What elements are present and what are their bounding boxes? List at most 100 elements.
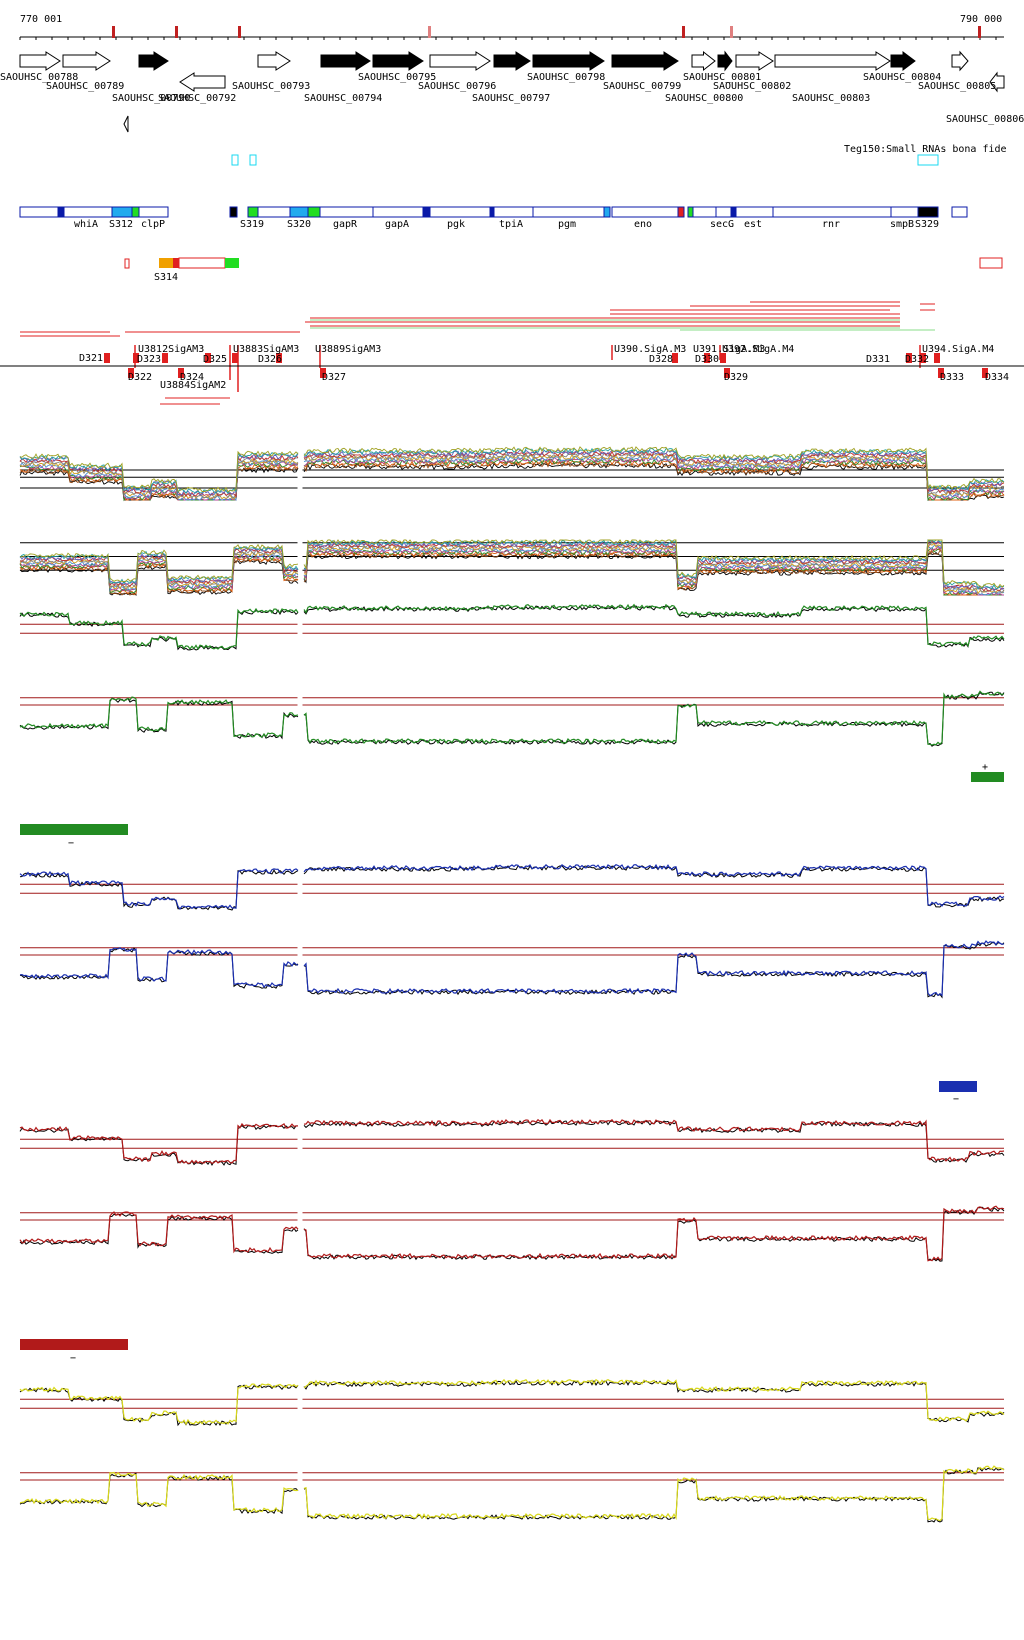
expression-panel — [19, 1360, 1005, 1430]
expression-panel — [19, 1200, 1005, 1270]
tss-marker — [104, 353, 110, 363]
gene-arrow-plus — [774, 51, 891, 71]
tss-label-D321: D321 — [79, 353, 103, 364]
operon-box — [489, 206, 495, 218]
gene-arrow-minus — [179, 72, 226, 92]
condition-series-line — [19, 539, 1005, 591]
tss-marker — [320, 368, 326, 378]
operon-label-pgm: pgm — [558, 219, 576, 230]
gene-label-00805: SAOUHSC_00805 — [918, 81, 996, 92]
tss-label-D323: D323 — [137, 354, 161, 365]
tss-label-U390: U390.SigA.M3 — [614, 344, 686, 355]
gene-label-00800: SAOUHSC_00800 — [665, 93, 743, 104]
operon-label-gapA: gapA — [385, 219, 409, 230]
operon-box — [917, 206, 939, 218]
expression-tracks — [19, 435, 1005, 1530]
minus-sign-green: − — [68, 838, 74, 849]
operon-label-gapR: gapR — [333, 219, 358, 230]
gene-label-00790: SAOUHSC_00790 — [112, 93, 190, 104]
expression-panel — [19, 1460, 1005, 1530]
operon-box — [532, 206, 605, 218]
gene-label-00806: SAOUHSC_00806 — [946, 114, 1024, 125]
tss-label-D334: D334 — [985, 372, 1009, 383]
operon-label-rnr: rnr — [822, 219, 840, 230]
operon-box — [247, 206, 259, 218]
gene-arrow-plus — [372, 51, 424, 71]
operon-box — [687, 206, 694, 218]
operon-label-S312: S312 — [109, 219, 133, 230]
tss-label-D327: D327 — [322, 372, 346, 383]
gene-arrow-plus — [611, 51, 679, 71]
tss-label-D326: D326 — [258, 354, 282, 365]
condition-series-line — [19, 1378, 1005, 1426]
gene-label-00796: SAOUHSC_00796 — [418, 81, 496, 92]
gene-arrow-minus — [989, 71, 1005, 93]
tss-label-U394: U394.SigA.M4 — [922, 344, 994, 355]
reference-series-line — [19, 865, 1005, 911]
gene-arrow-plus — [320, 51, 371, 71]
expression-panel — [19, 845, 1005, 915]
operon-box — [772, 206, 892, 218]
operon-label-pgk: pgk — [447, 219, 465, 230]
operon-box — [319, 206, 374, 218]
operon-box — [131, 206, 140, 218]
gene-label-00795: SAOUHSC_00795 — [358, 72, 436, 83]
gene-arrow-plus — [429, 51, 491, 71]
condition-series-line — [19, 863, 1005, 911]
gene-label-00793: SAOUHSC_00793 — [232, 81, 310, 92]
operon-box — [422, 206, 431, 218]
tss-label-D322: D322 — [128, 372, 152, 383]
ruler-feature-mark — [428, 26, 431, 38]
tss-marker — [133, 353, 139, 363]
ruler-feature-mark — [978, 26, 981, 38]
condition-series-line — [19, 603, 1005, 651]
operon-label-est: est — [744, 219, 762, 230]
tss-marker — [162, 353, 168, 363]
tss-marker — [982, 368, 988, 378]
condition-series-line — [19, 446, 1005, 493]
reference-series-line — [19, 605, 1005, 651]
operon-label-clpP: clpP — [141, 219, 165, 230]
operon-box — [715, 206, 732, 218]
condition-series-line — [19, 690, 1005, 746]
operon-box — [372, 206, 424, 218]
strand-indicators: + − − − — [20, 762, 1004, 1364]
reference-series-line — [19, 1467, 1005, 1523]
srna-track: Teg150:Small RNAs bona fide — [231, 144, 1007, 166]
gene-label-00789: SAOUHSC_00789 — [46, 81, 124, 92]
operon-label-eno: eno — [634, 219, 652, 230]
tss-label-D330: D330 — [695, 354, 719, 365]
condition-series-line — [19, 548, 1004, 596]
tss-marker — [920, 353, 926, 363]
tss-label-D325: D325 — [203, 354, 227, 365]
small-gene-minus-marker — [123, 115, 129, 133]
coordinate-ruler: 770 001 790 000 — [19, 14, 1004, 40]
operon-box — [111, 206, 133, 218]
gene-label-00792: SAOUHSC_00792 — [158, 93, 236, 104]
minus-sign-blue: − — [953, 1094, 959, 1105]
gene-arrow-plus — [717, 50, 733, 72]
operon-box — [890, 206, 919, 218]
condition-series-line — [19, 447, 1005, 494]
tss-label-D328: D328 — [649, 354, 673, 365]
tss-label-D331: D331 — [866, 354, 890, 365]
condition-series-line — [19, 449, 1005, 496]
tss-label-U3812: U3812SigAM3 — [138, 344, 204, 355]
tss-label-D324: D324 — [180, 372, 204, 383]
gene-label-00799: SAOUHSC_00799 — [603, 81, 681, 92]
tss-marker — [704, 353, 710, 363]
operon-box — [951, 206, 968, 218]
plus-strand-bar-green — [971, 772, 1004, 782]
plus-sign: + — [982, 762, 988, 773]
operon-box — [307, 206, 321, 218]
tss-label-D332: D332 — [905, 354, 929, 365]
expression-panel — [19, 935, 1005, 1005]
operon-box — [611, 206, 679, 218]
srna-track-label: Teg150:Small RNAs bona fide — [844, 144, 1007, 155]
gene-label-00798: SAOUHSC_00798 — [527, 72, 605, 83]
ruler-end-label: 790 000 — [960, 14, 1002, 25]
gene-label-00804: SAOUHSC_00804 — [863, 72, 941, 83]
reference-series-line — [19, 1379, 1005, 1427]
reference-series-line — [19, 1120, 1005, 1167]
expression-panel — [19, 1100, 1005, 1170]
